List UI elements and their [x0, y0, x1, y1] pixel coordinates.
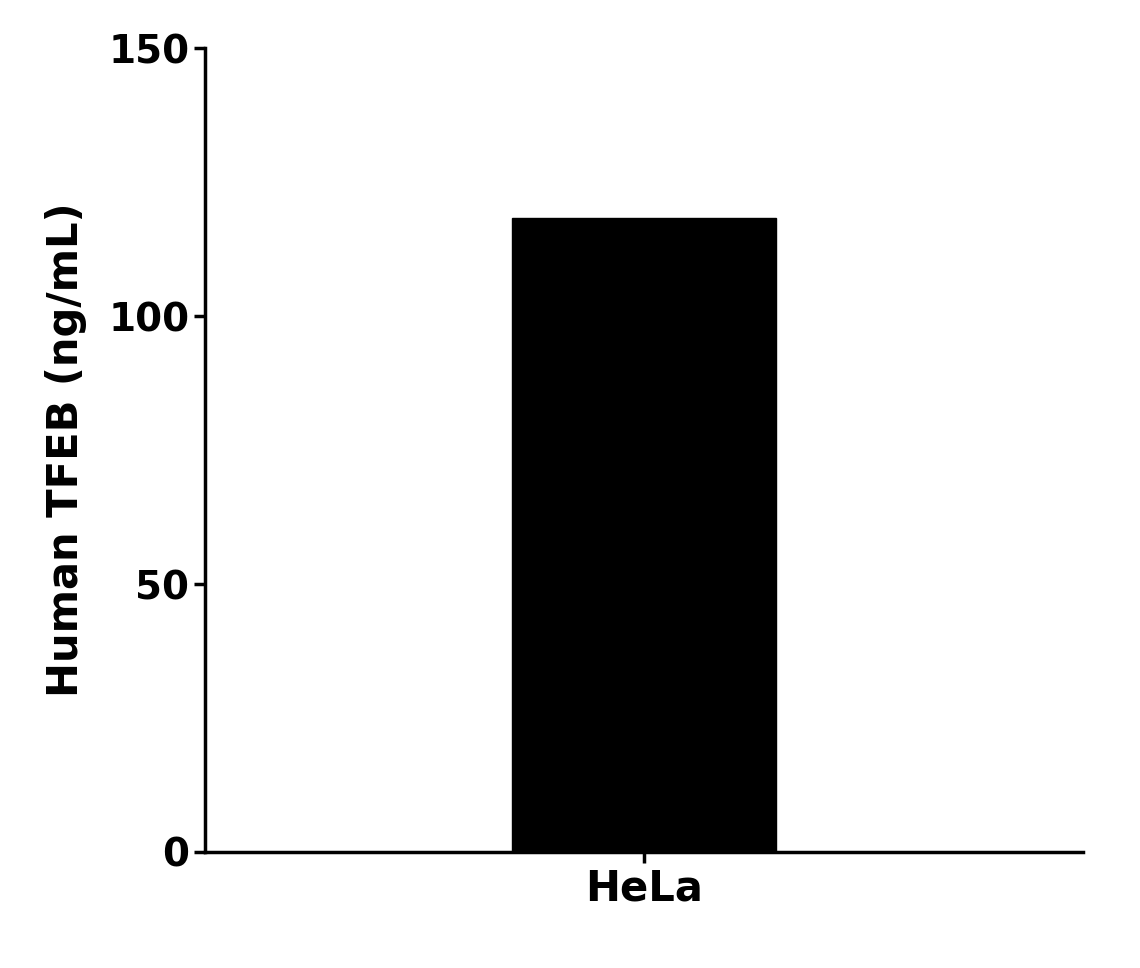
Bar	[512, 219, 775, 852]
Y-axis label: Human TFEB (ng/mL): Human TFEB (ng/mL)	[46, 203, 88, 697]
